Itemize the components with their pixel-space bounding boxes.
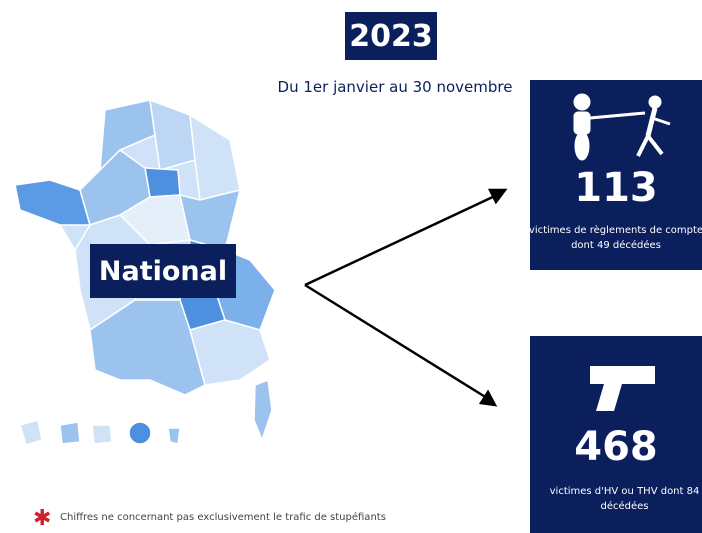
stat-caption: victimes de règlements de compte dont 49… [530, 225, 702, 251]
period: Du 1er janvier au 30 novembre [277, 78, 513, 96]
icon-gun [590, 366, 655, 411]
arrows [304, 188, 508, 407]
stat-card: 468 victimes d'HV ou THV dont 84 décédée… [530, 336, 702, 533]
stat-number: 468 [574, 424, 658, 470]
icon-shooting [573, 93, 671, 161]
stat-card: 113 victimes de règlements de compte don… [530, 80, 702, 270]
stat-number: 113 [574, 165, 658, 211]
year-badge: 2023 [345, 12, 437, 60]
asterisk-icon: ✱ [33, 506, 52, 531]
stat-caption: victimes d'HV ou THV dont 84 décédées [549, 486, 700, 512]
map-label: National [90, 244, 236, 298]
footnote: Chiffres ne concernant pas exclusivement… [60, 512, 386, 523]
